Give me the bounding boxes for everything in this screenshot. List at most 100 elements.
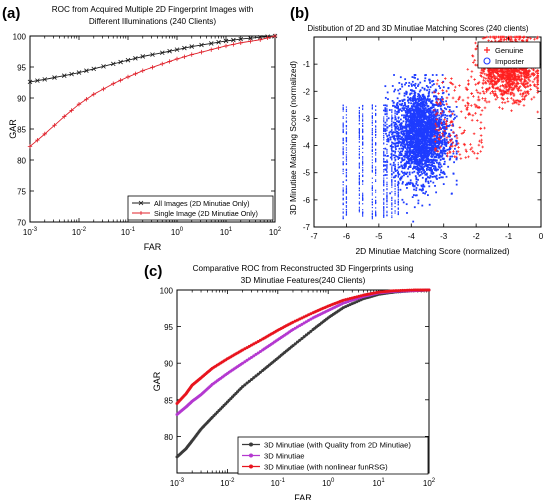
imposter-point xyxy=(453,135,456,138)
imposter-point xyxy=(397,201,399,204)
imposter-point xyxy=(371,141,373,143)
imposter-point xyxy=(427,155,430,158)
imposter-point xyxy=(431,115,434,117)
panel-a-series-2-point xyxy=(27,144,33,149)
imposter-point xyxy=(415,182,418,185)
imposter-point xyxy=(375,191,377,193)
imposter-point xyxy=(423,87,426,90)
imposter-point xyxy=(447,125,449,127)
imposter-point xyxy=(358,162,360,164)
imposter-point xyxy=(409,144,412,147)
imposter-point xyxy=(397,190,399,192)
imposter-point xyxy=(362,135,364,137)
genuine-point xyxy=(525,84,529,88)
imposter-point xyxy=(415,87,417,89)
imposter-point xyxy=(362,183,364,185)
imposter-point xyxy=(394,176,396,179)
imposter-point xyxy=(371,192,373,194)
genuine-point xyxy=(471,54,474,57)
imposter-point xyxy=(410,158,412,160)
imposter-point xyxy=(409,112,412,115)
imposter-point xyxy=(371,203,373,205)
genuine-point xyxy=(527,77,530,81)
imposter-point xyxy=(419,128,422,131)
imposter-point xyxy=(386,189,388,191)
imposter-point xyxy=(371,146,373,149)
imposter-point xyxy=(429,129,432,132)
imposter-point xyxy=(442,123,445,126)
imposter-point xyxy=(421,122,424,125)
panel-a-series-2-point xyxy=(238,40,243,46)
imposter-point xyxy=(397,136,400,138)
imposter-point xyxy=(386,177,388,179)
imposter-point xyxy=(428,100,430,102)
imposter-point xyxy=(398,123,401,126)
imposter-point xyxy=(421,162,423,165)
imposter-point xyxy=(421,94,424,97)
imposter-point xyxy=(415,101,418,104)
imposter-point xyxy=(414,144,416,147)
imposter-point xyxy=(406,187,408,189)
imposter-point xyxy=(437,125,440,127)
imposter-point xyxy=(342,128,344,130)
imposter-point xyxy=(410,134,413,137)
imposter-point xyxy=(345,213,348,215)
imposter-point xyxy=(394,180,396,182)
genuine-point xyxy=(489,72,492,76)
imposter-point xyxy=(426,131,428,133)
imposter-point xyxy=(448,106,451,109)
imposter-point xyxy=(417,136,420,138)
imposter-point xyxy=(386,210,388,212)
imposter-point xyxy=(430,100,432,103)
imposter-point xyxy=(371,139,373,141)
imposter-point xyxy=(418,149,421,152)
imposter-point xyxy=(386,160,388,163)
imposter-point xyxy=(401,198,404,201)
imposter-point xyxy=(443,107,446,110)
imposter-point xyxy=(443,103,445,106)
imposter-point xyxy=(431,134,433,137)
imposter-point xyxy=(394,131,397,134)
panel-a-series-2-point xyxy=(118,78,123,83)
genuine-point xyxy=(533,77,536,81)
imposter-point xyxy=(421,86,424,89)
imposter-point xyxy=(411,123,414,126)
imposter-point xyxy=(371,206,373,209)
imposter-point xyxy=(439,122,442,125)
genuine-point xyxy=(494,97,498,101)
imposter-point xyxy=(386,138,388,141)
imposter-point xyxy=(397,186,399,189)
imposter-point xyxy=(362,115,364,117)
imposter-point xyxy=(403,139,405,142)
genuine-point xyxy=(509,93,513,96)
imposter-point xyxy=(371,150,373,152)
imposter-point xyxy=(411,98,414,101)
imposter-point xyxy=(413,114,416,117)
imposter-point xyxy=(436,168,439,171)
imposter-point xyxy=(412,127,414,130)
imposter-point xyxy=(391,85,394,87)
imposter-point xyxy=(375,142,377,144)
imposter-point xyxy=(375,160,377,162)
panel-a-series-2-point xyxy=(62,114,67,119)
imposter-point xyxy=(434,126,436,129)
imposter-point xyxy=(371,159,373,161)
imposter-point xyxy=(391,116,393,118)
imposter-point xyxy=(398,154,401,157)
imposter-point xyxy=(434,109,436,112)
panel-a-series-1-point xyxy=(159,50,165,56)
imposter-point xyxy=(371,213,373,215)
imposter-point xyxy=(342,189,344,191)
imposter-point xyxy=(394,106,396,109)
imposter-point xyxy=(391,135,394,138)
imposter-point xyxy=(375,171,377,174)
imposter-point xyxy=(358,153,360,155)
genuine-point xyxy=(493,92,497,96)
imposter-point xyxy=(345,133,348,135)
imposter-point xyxy=(421,98,424,101)
imposter-point xyxy=(423,96,426,99)
imposter-point xyxy=(428,114,431,117)
imposter-point xyxy=(438,156,441,159)
imposter-point xyxy=(404,130,407,132)
imposter-point xyxy=(406,145,409,148)
